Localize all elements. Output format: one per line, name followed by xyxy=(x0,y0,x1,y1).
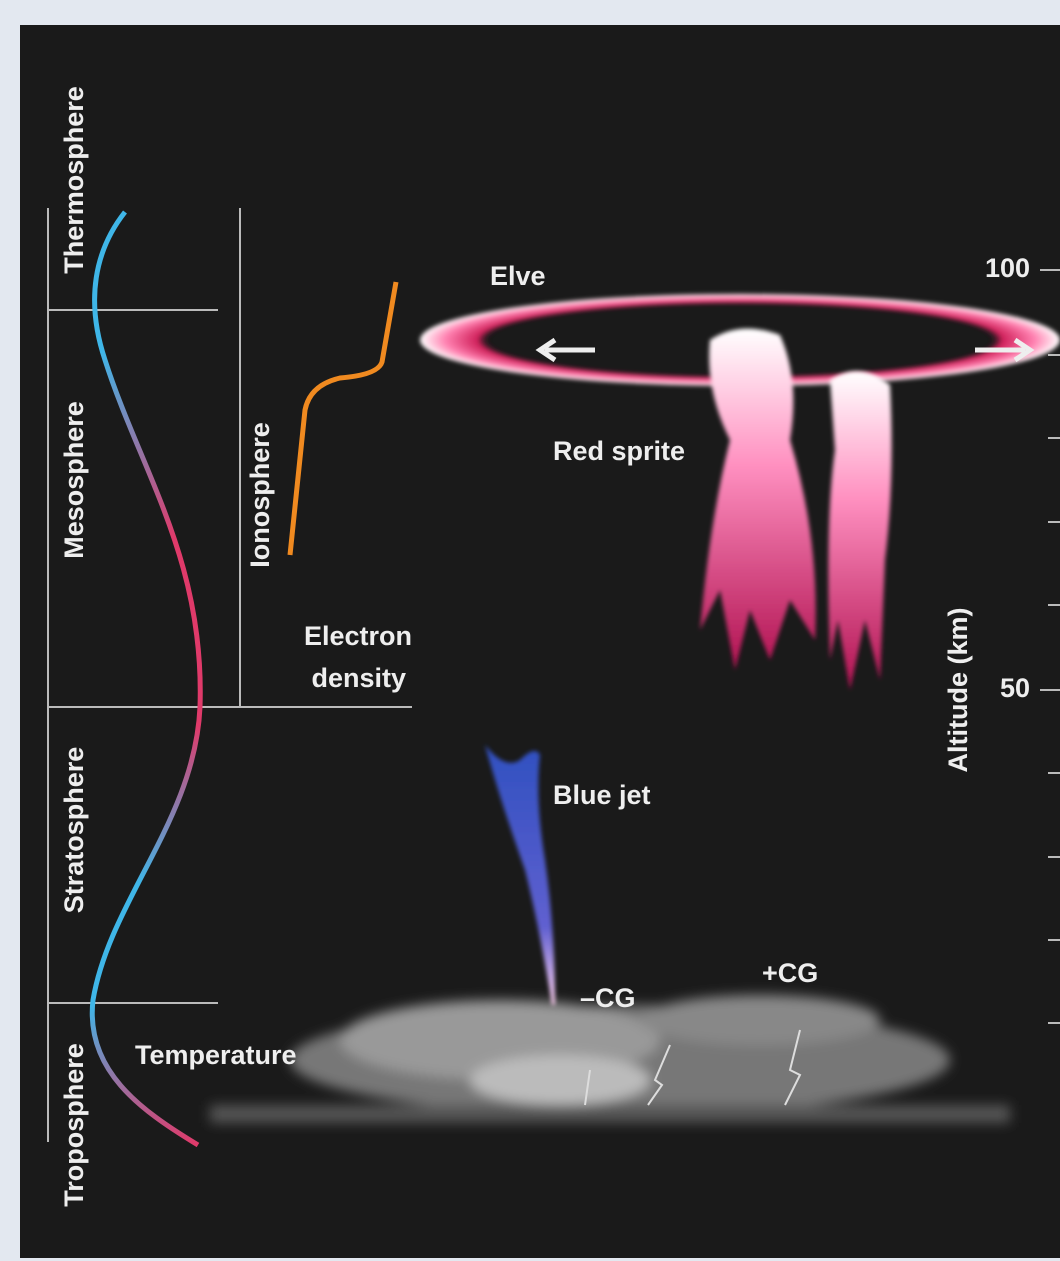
blue-jet-label: Blue jet xyxy=(553,780,651,810)
elve-label: Elve xyxy=(490,261,546,291)
electron-density-label: Electron xyxy=(304,621,412,651)
red-sprite-label: Red sprite xyxy=(553,436,685,466)
page: Thermosphere Mesosphere Stratosphere Tro… xyxy=(0,0,1060,1261)
layer-label: Troposphere xyxy=(59,1043,89,1207)
cloud xyxy=(640,995,880,1045)
electron-density-label: density xyxy=(311,663,406,693)
layer-label: Thermosphere xyxy=(59,86,89,274)
temperature-label: Temperature xyxy=(135,1040,297,1070)
ionosphere-label: Ionosphere xyxy=(245,422,275,568)
ground xyxy=(210,1105,1010,1123)
diagram: Thermosphere Mesosphere Stratosphere Tro… xyxy=(0,0,1060,1261)
altitude-tick-label: 50 xyxy=(1000,673,1030,703)
altitude-tick-label: 100 xyxy=(985,253,1030,283)
negative-cg-label: –CG xyxy=(580,983,636,1013)
layer-label: Mesosphere xyxy=(59,401,89,559)
cloud xyxy=(470,1055,650,1105)
positive-cg-label: +CG xyxy=(762,958,818,988)
layer-label: Stratosphere xyxy=(59,747,89,914)
altitude-axis-title: Altitude (km) xyxy=(943,608,973,773)
